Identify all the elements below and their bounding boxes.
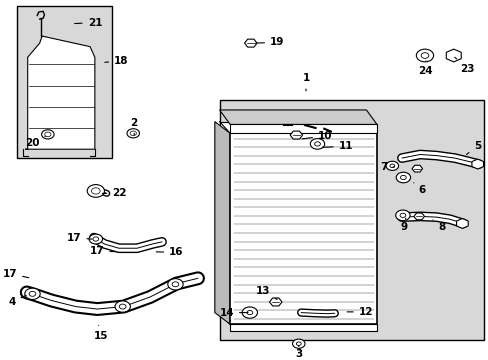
Text: 9: 9 <box>400 218 407 232</box>
Circle shape <box>415 49 433 62</box>
Text: 8: 8 <box>432 220 444 232</box>
Circle shape <box>91 188 100 194</box>
Text: 24: 24 <box>417 61 431 76</box>
Circle shape <box>292 339 305 348</box>
Circle shape <box>87 185 104 197</box>
Text: 1: 1 <box>302 73 309 91</box>
Text: 23: 23 <box>454 57 474 73</box>
Bar <box>219 100 483 340</box>
Polygon shape <box>230 125 376 133</box>
Circle shape <box>246 310 252 315</box>
Bar <box>219 122 366 312</box>
Polygon shape <box>471 159 483 169</box>
Polygon shape <box>456 219 467 229</box>
Text: 20: 20 <box>25 136 45 148</box>
Circle shape <box>389 164 394 168</box>
Text: 14: 14 <box>219 307 247 318</box>
Circle shape <box>93 237 99 241</box>
Polygon shape <box>244 39 257 47</box>
Circle shape <box>242 307 257 318</box>
Polygon shape <box>269 298 282 306</box>
Polygon shape <box>446 49 460 62</box>
Polygon shape <box>25 36 95 149</box>
Circle shape <box>420 53 428 58</box>
Circle shape <box>395 172 410 183</box>
Text: 15: 15 <box>93 325 108 341</box>
Circle shape <box>400 175 406 180</box>
Text: 11: 11 <box>322 141 352 152</box>
Text: 17: 17 <box>67 233 92 243</box>
Circle shape <box>25 288 40 300</box>
Text: 22: 22 <box>102 188 126 198</box>
Text: 12: 12 <box>346 307 372 317</box>
Text: 5: 5 <box>466 141 480 154</box>
Polygon shape <box>219 110 376 125</box>
Circle shape <box>119 304 126 309</box>
Circle shape <box>167 279 183 290</box>
Circle shape <box>296 342 301 346</box>
Circle shape <box>395 210 409 221</box>
Text: 7: 7 <box>379 162 393 172</box>
Text: 17: 17 <box>2 269 29 279</box>
Text: 3: 3 <box>295 346 302 359</box>
Circle shape <box>127 129 139 138</box>
Polygon shape <box>413 213 424 220</box>
Circle shape <box>130 131 136 136</box>
Circle shape <box>41 130 54 139</box>
Polygon shape <box>411 165 422 172</box>
Text: 17: 17 <box>90 246 115 256</box>
Circle shape <box>386 161 398 170</box>
Polygon shape <box>230 324 376 331</box>
Bar <box>230 133 376 324</box>
Polygon shape <box>214 122 230 324</box>
Circle shape <box>310 139 324 149</box>
Text: 10: 10 <box>302 131 332 141</box>
Text: 16: 16 <box>156 247 183 257</box>
Circle shape <box>399 213 405 217</box>
Circle shape <box>44 132 51 137</box>
Text: 4: 4 <box>8 295 26 307</box>
Text: 13: 13 <box>255 286 277 300</box>
Circle shape <box>172 282 179 287</box>
Text: 2: 2 <box>130 118 138 135</box>
Text: 18: 18 <box>104 56 128 66</box>
Circle shape <box>29 291 36 296</box>
Bar <box>17 6 111 158</box>
Polygon shape <box>289 131 302 139</box>
Circle shape <box>314 142 320 146</box>
Text: 19: 19 <box>255 37 284 48</box>
Text: 21: 21 <box>75 18 102 28</box>
Circle shape <box>115 301 130 312</box>
Circle shape <box>89 234 102 244</box>
Text: 6: 6 <box>413 183 425 195</box>
